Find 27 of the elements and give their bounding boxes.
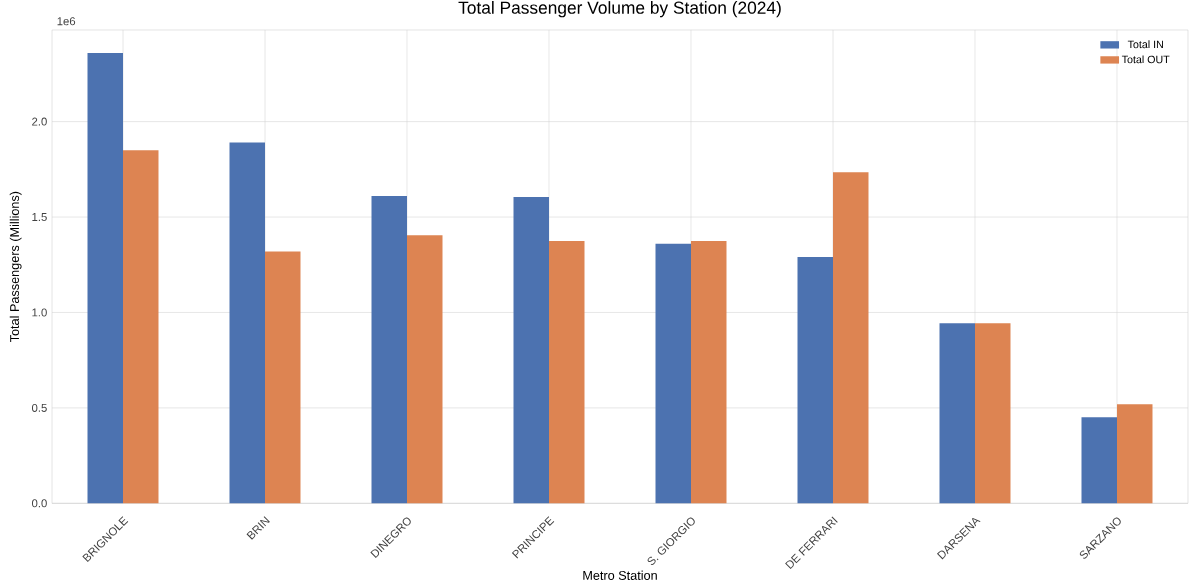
text: 1e6 [57, 17, 76, 26]
y-axis-title: Total Passengers (Millions) [9, 191, 22, 343]
bar [123, 150, 159, 504]
bar [87, 52, 123, 504]
bar [939, 323, 975, 504]
bar [691, 240, 727, 504]
bar [1117, 404, 1153, 504]
legend-label: Total IN [1127, 40, 1163, 49]
bar [797, 257, 833, 504]
bar [1081, 417, 1117, 504]
bar [833, 172, 869, 504]
bar [229, 142, 265, 504]
bar [549, 240, 585, 504]
y-tick-label: 1.0 [32, 308, 47, 317]
y-tick-label: 0.0 [31, 499, 47, 508]
y-tick-label: 2.0 [32, 117, 47, 126]
legend-label: Total OUT [1121, 55, 1170, 64]
bar [265, 251, 301, 504]
y-tick-label: 0.5 [31, 403, 47, 412]
bar [513, 197, 549, 504]
y-tick-label: 1.5 [32, 213, 47, 221]
chart-title: Total Passenger Volume by Station (2024) [458, 1, 781, 18]
bar [371, 196, 407, 504]
bar [975, 323, 1011, 504]
x-axis-title: Metro Station [583, 570, 657, 580]
bar [407, 235, 443, 504]
bar [655, 243, 691, 504]
